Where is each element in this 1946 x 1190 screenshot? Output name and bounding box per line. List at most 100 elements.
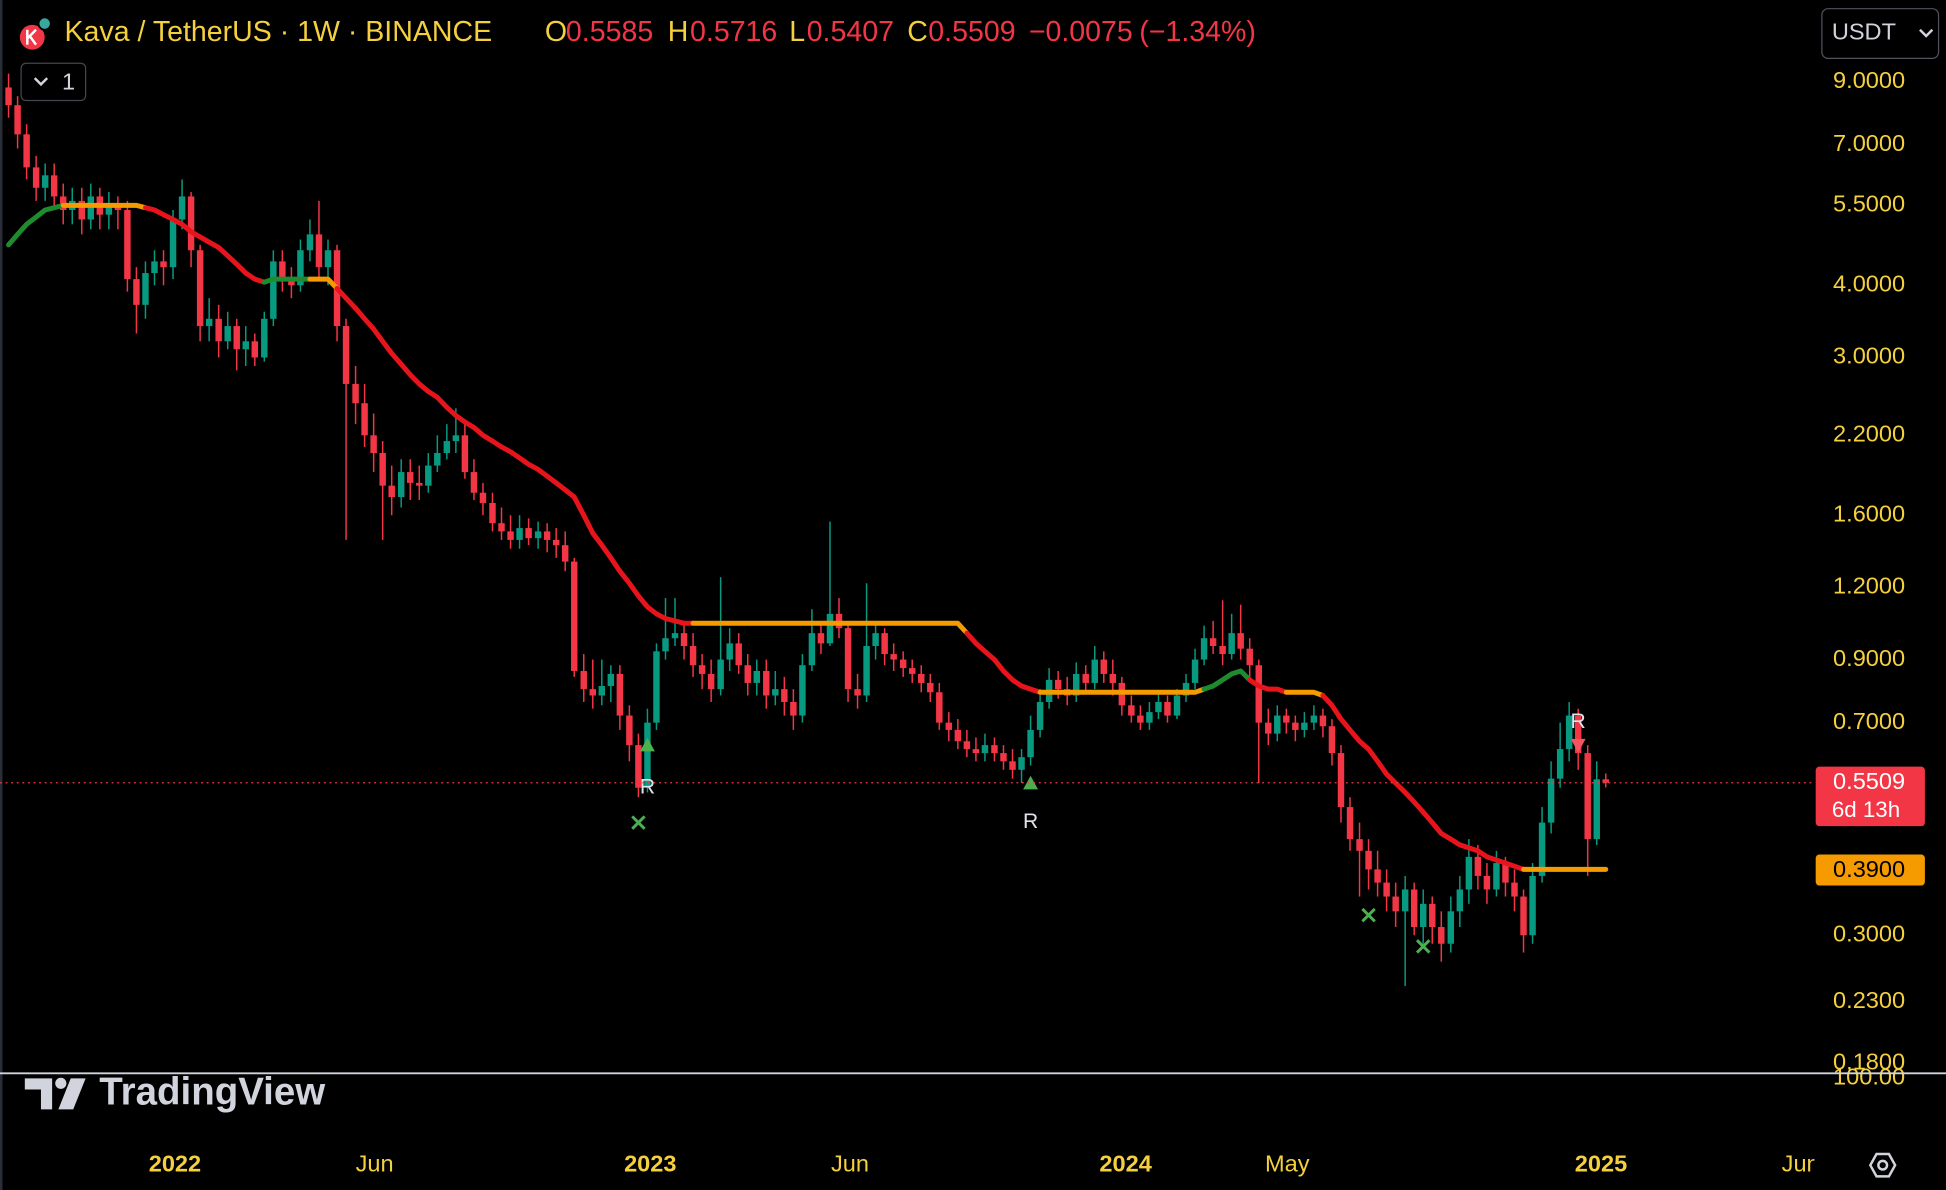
candle-body — [726, 643, 733, 660]
x-tick-label: Jun — [1782, 1150, 1820, 1176]
trend-line — [334, 285, 696, 626]
candle-body — [1137, 715, 1144, 723]
candle-body — [753, 670, 760, 683]
buy-marker — [639, 737, 655, 752]
candle-body — [854, 689, 861, 696]
candle-body — [616, 673, 624, 716]
candle-body — [1493, 863, 1500, 890]
candle-body — [635, 745, 642, 788]
chevron[interactable] — [1919, 28, 1934, 38]
axes: 100.00 9.0000 7.0000 5.5000 4.0000 3.0000 2.20… — [0, 67, 1946, 1176]
candle-body — [927, 682, 934, 693]
trend-line — [1283, 689, 1326, 698]
ohlc-key: C — [907, 16, 928, 48]
trend-line — [6, 202, 66, 248]
candle-body — [479, 492, 487, 503]
candle-body — [1237, 633, 1244, 649]
x-tick-label: 2024 — [1099, 1150, 1151, 1176]
trend-line — [1037, 686, 1207, 695]
ohlc-value: 0.5509 — [928, 16, 1015, 48]
candle-body — [826, 613, 834, 644]
x-tick-label: May — [1265, 1150, 1310, 1176]
candle-body — [1410, 889, 1418, 928]
candle-body — [571, 561, 578, 671]
candle-body — [644, 722, 651, 788]
candle-body — [1511, 882, 1518, 897]
settings-icon[interactable] — [1877, 1159, 1889, 1171]
candle-body — [525, 528, 532, 539]
candle-body — [50, 175, 58, 197]
x-axis: 2022 Jun 2023 Jun 2024 May 2025 Jun — [149, 1150, 1820, 1176]
candle-body — [233, 326, 240, 350]
change: −0.0075 — [1029, 16, 1133, 48]
candle-body — [215, 318, 222, 342]
candle-body — [1356, 839, 1363, 851]
currency-button-frame[interactable] — [1821, 8, 1940, 59]
trend-line — [1201, 668, 1253, 692]
candle-body — [1009, 761, 1016, 770]
candle-body — [352, 383, 359, 404]
candle-body — [397, 472, 405, 498]
candle-body — [1265, 722, 1272, 734]
candle-body — [516, 528, 523, 540]
candle-body — [1529, 875, 1536, 936]
trend-line — [261, 276, 313, 285]
currency-label[interactable]: USDT — [1832, 19, 1896, 45]
candle-body — [1209, 638, 1217, 647]
currency-button[interactable]: USDT — [1821, 8, 1940, 59]
candle-body — [735, 643, 742, 666]
y-tick-label: 1.2000 — [1833, 573, 1905, 599]
candle-body — [1228, 633, 1235, 655]
settings-button[interactable] — [1868, 1152, 1897, 1178]
y-tick-label: 0.2300 — [1833, 987, 1905, 1013]
candle-body — [790, 701, 797, 716]
candle-body — [205, 318, 213, 327]
y-tick-label: 5.5000 — [1833, 191, 1905, 217]
candle-body — [698, 665, 706, 674]
chevron[interactable] — [33, 77, 49, 87]
candle-body — [1292, 722, 1299, 730]
trend-line — [1320, 693, 1527, 872]
candle-body — [1502, 863, 1509, 883]
candle-body — [1447, 911, 1455, 944]
trend-line — [1247, 677, 1289, 695]
candle-body — [416, 482, 423, 486]
candle-body — [1556, 749, 1564, 779]
candle-body — [954, 729, 962, 742]
candle-body — [1392, 896, 1399, 912]
candle-body — [388, 485, 395, 498]
candle-body — [187, 196, 195, 251]
interval-button-frame[interactable] — [20, 62, 87, 102]
candle-body — [1538, 822, 1546, 876]
candle-body — [1337, 753, 1345, 808]
candle-body — [224, 326, 231, 342]
candle-body — [133, 279, 140, 305]
settings-icon[interactable] — [1868, 1152, 1897, 1178]
candle-body — [407, 472, 414, 483]
candle-body — [124, 209, 131, 280]
symbol-logo-glyph — [26, 28, 38, 46]
candle-body — [151, 261, 158, 274]
candle-body — [1200, 638, 1208, 660]
candle-body — [261, 318, 268, 358]
candle-body — [963, 741, 971, 750]
buy-marker — [1023, 775, 1039, 790]
ohlc-value: 0.5407 — [807, 16, 894, 48]
brand: TradingView — [24, 1071, 325, 1114]
candle-body — [1438, 927, 1445, 944]
candle-body — [160, 261, 167, 268]
candle-body — [1429, 903, 1436, 928]
interval-button[interactable]: 1 — [20, 62, 87, 102]
candle-body — [315, 234, 323, 268]
candle-body — [1155, 701, 1162, 713]
candle-body — [1091, 659, 1098, 683]
candle-body — [598, 686, 606, 696]
candle-body — [1465, 856, 1473, 890]
candle-body — [5, 87, 12, 106]
candle-body — [270, 261, 277, 319]
candle-body — [1128, 705, 1135, 716]
candle-body — [589, 689, 596, 696]
exit-marker — [1361, 907, 1376, 923]
interval-button-label[interactable]: 1 — [62, 68, 75, 94]
